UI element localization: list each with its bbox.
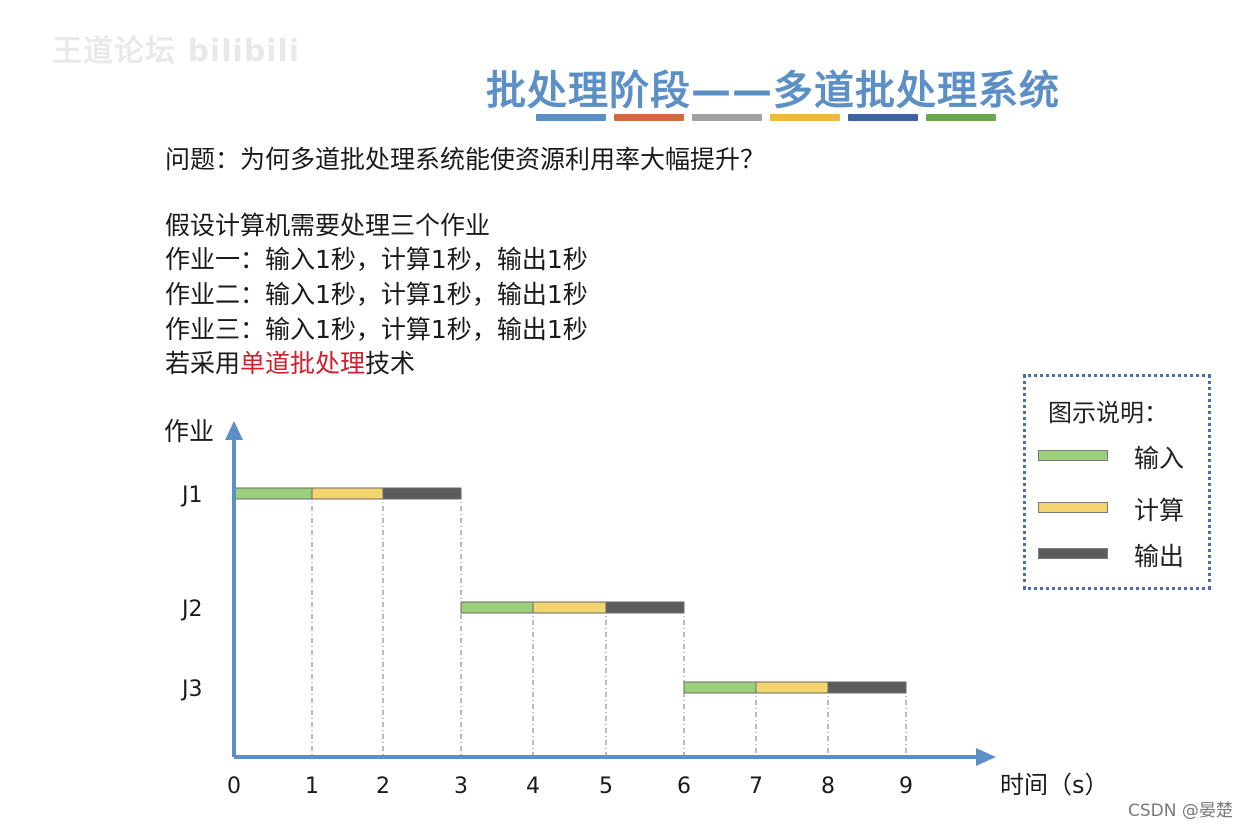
gantt-bar-j1 — [233, 487, 313, 500]
y-axis-label: 作业 — [164, 417, 214, 446]
job-label-j3: J3 — [180, 677, 203, 702]
legend-swatch-input — [1038, 450, 1108, 461]
question-text: 问题：为何多道批处理系统能使资源利用率大幅提升？ — [165, 145, 766, 174]
title-stripe — [692, 114, 762, 121]
x-tick-label: 1 — [305, 774, 319, 799]
x-tick-label: 2 — [376, 774, 390, 799]
x-tick-label: 9 — [899, 774, 913, 799]
gantt-bar-j3 — [683, 681, 757, 694]
job-label-j1: J1 — [180, 483, 203, 508]
assumption-text: 假设计算机需要处理三个作业 — [165, 211, 491, 240]
legend-box — [1023, 374, 1211, 590]
title-stripe — [926, 114, 996, 121]
legend-label-compute: 计算 — [1134, 496, 1185, 525]
slide-title: 批处理阶段——多道批处理系统 — [486, 68, 1060, 114]
title-stripe — [770, 114, 840, 121]
job-desc-2: 作业二：输入1秒，计算1秒，输出1秒 — [165, 280, 588, 309]
x-axis-arrow — [976, 748, 996, 766]
legend-label-output: 输出 — [1134, 542, 1185, 571]
footer-credit: CSDN @晏楚 — [1128, 801, 1233, 821]
title-stripes — [536, 114, 996, 122]
job-label-j2: J2 — [180, 597, 203, 622]
legend-swatch-compute — [1038, 502, 1108, 513]
legend-label-input: 输入 — [1134, 444, 1185, 473]
gantt-bar-j1 — [382, 487, 462, 500]
gantt-bar-j2 — [605, 601, 685, 614]
technique-prefix: 若采用 — [165, 349, 241, 378]
x-tick-label: 7 — [749, 774, 763, 799]
x-tick-label: 0 — [227, 774, 241, 799]
legend-swatch-output — [1038, 548, 1108, 559]
technique-text: 若采用单道批处理技术 — [165, 344, 415, 380]
watermark: 王道论坛 bilibili — [52, 34, 301, 69]
x-tick-label: 5 — [599, 774, 613, 799]
x-tick-label: 8 — [821, 774, 835, 799]
technique-suffix: 技术 — [365, 349, 416, 378]
title-stripe — [848, 114, 918, 121]
gantt-bar-j2 — [460, 601, 534, 614]
gantt-bar-j3 — [755, 681, 829, 694]
job-desc-3: 作业三：输入1秒，计算1秒，输出1秒 — [165, 315, 588, 344]
job-desc-1: 作业一：输入1秒，计算1秒，输出1秒 — [165, 245, 588, 274]
x-axis-label: 时间（s） — [1000, 771, 1109, 799]
legend-title: 图示说明： — [1048, 399, 1168, 427]
title-stripe — [614, 114, 684, 121]
x-tick-label: 3 — [454, 774, 468, 799]
gantt-bar-j2 — [532, 601, 607, 614]
gantt-bar-j1 — [311, 487, 384, 500]
title-stripe — [536, 114, 606, 121]
x-tick-label: 4 — [526, 774, 540, 799]
y-axis-arrow — [225, 421, 243, 440]
gantt-bar-j3 — [827, 681, 907, 694]
x-tick-label: 6 — [677, 774, 691, 799]
technique-highlight: 单道批处理 — [240, 349, 366, 378]
